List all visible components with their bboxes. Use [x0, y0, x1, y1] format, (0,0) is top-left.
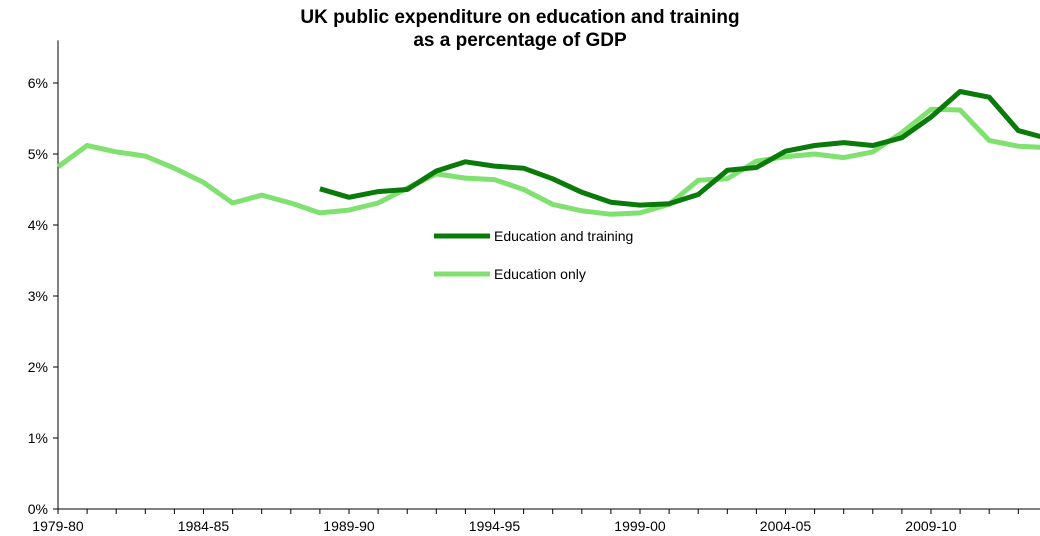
chart-title: UK public expenditure on education and t…	[0, 6, 1040, 52]
y-tick-label: 6%	[28, 75, 48, 91]
x-tick-label: 1994-95	[469, 518, 521, 534]
chart-title-line2: as a percentage of GDP	[413, 30, 627, 51]
y-tick-label: 5%	[28, 146, 48, 162]
y-tick-label: 4%	[28, 217, 48, 233]
chart-title-line1: UK public expenditure on education and t…	[300, 7, 740, 28]
y-tick-label: 1%	[28, 430, 48, 446]
x-tick-label: 1984-85	[178, 518, 230, 534]
legend-label-1: Education only	[494, 266, 586, 282]
series-line-0	[319, 89, 1040, 208]
legend-label-0: Education and training	[494, 228, 633, 244]
chart-axes: 0% 1% 2% 3% 4% 5% 6% 1979-80 1984-85 1989-90 1994-…	[28, 40, 1040, 534]
x-tick-label: 2009-10	[905, 518, 957, 534]
series-line-1	[56, 106, 1040, 217]
x-tick-label: 1999-00	[614, 518, 666, 534]
chart-legend: Education and training Education only	[434, 228, 633, 282]
x-tick-label: 1979-80	[32, 518, 84, 534]
series-layer	[56, 89, 1040, 217]
y-tick-label: 0%	[28, 501, 48, 517]
x-tick-label: 1989-90	[323, 518, 375, 534]
y-tick-label: 2%	[28, 359, 48, 375]
x-tick-label: 2004-05	[760, 518, 812, 534]
y-tick-label: 3%	[28, 288, 48, 304]
